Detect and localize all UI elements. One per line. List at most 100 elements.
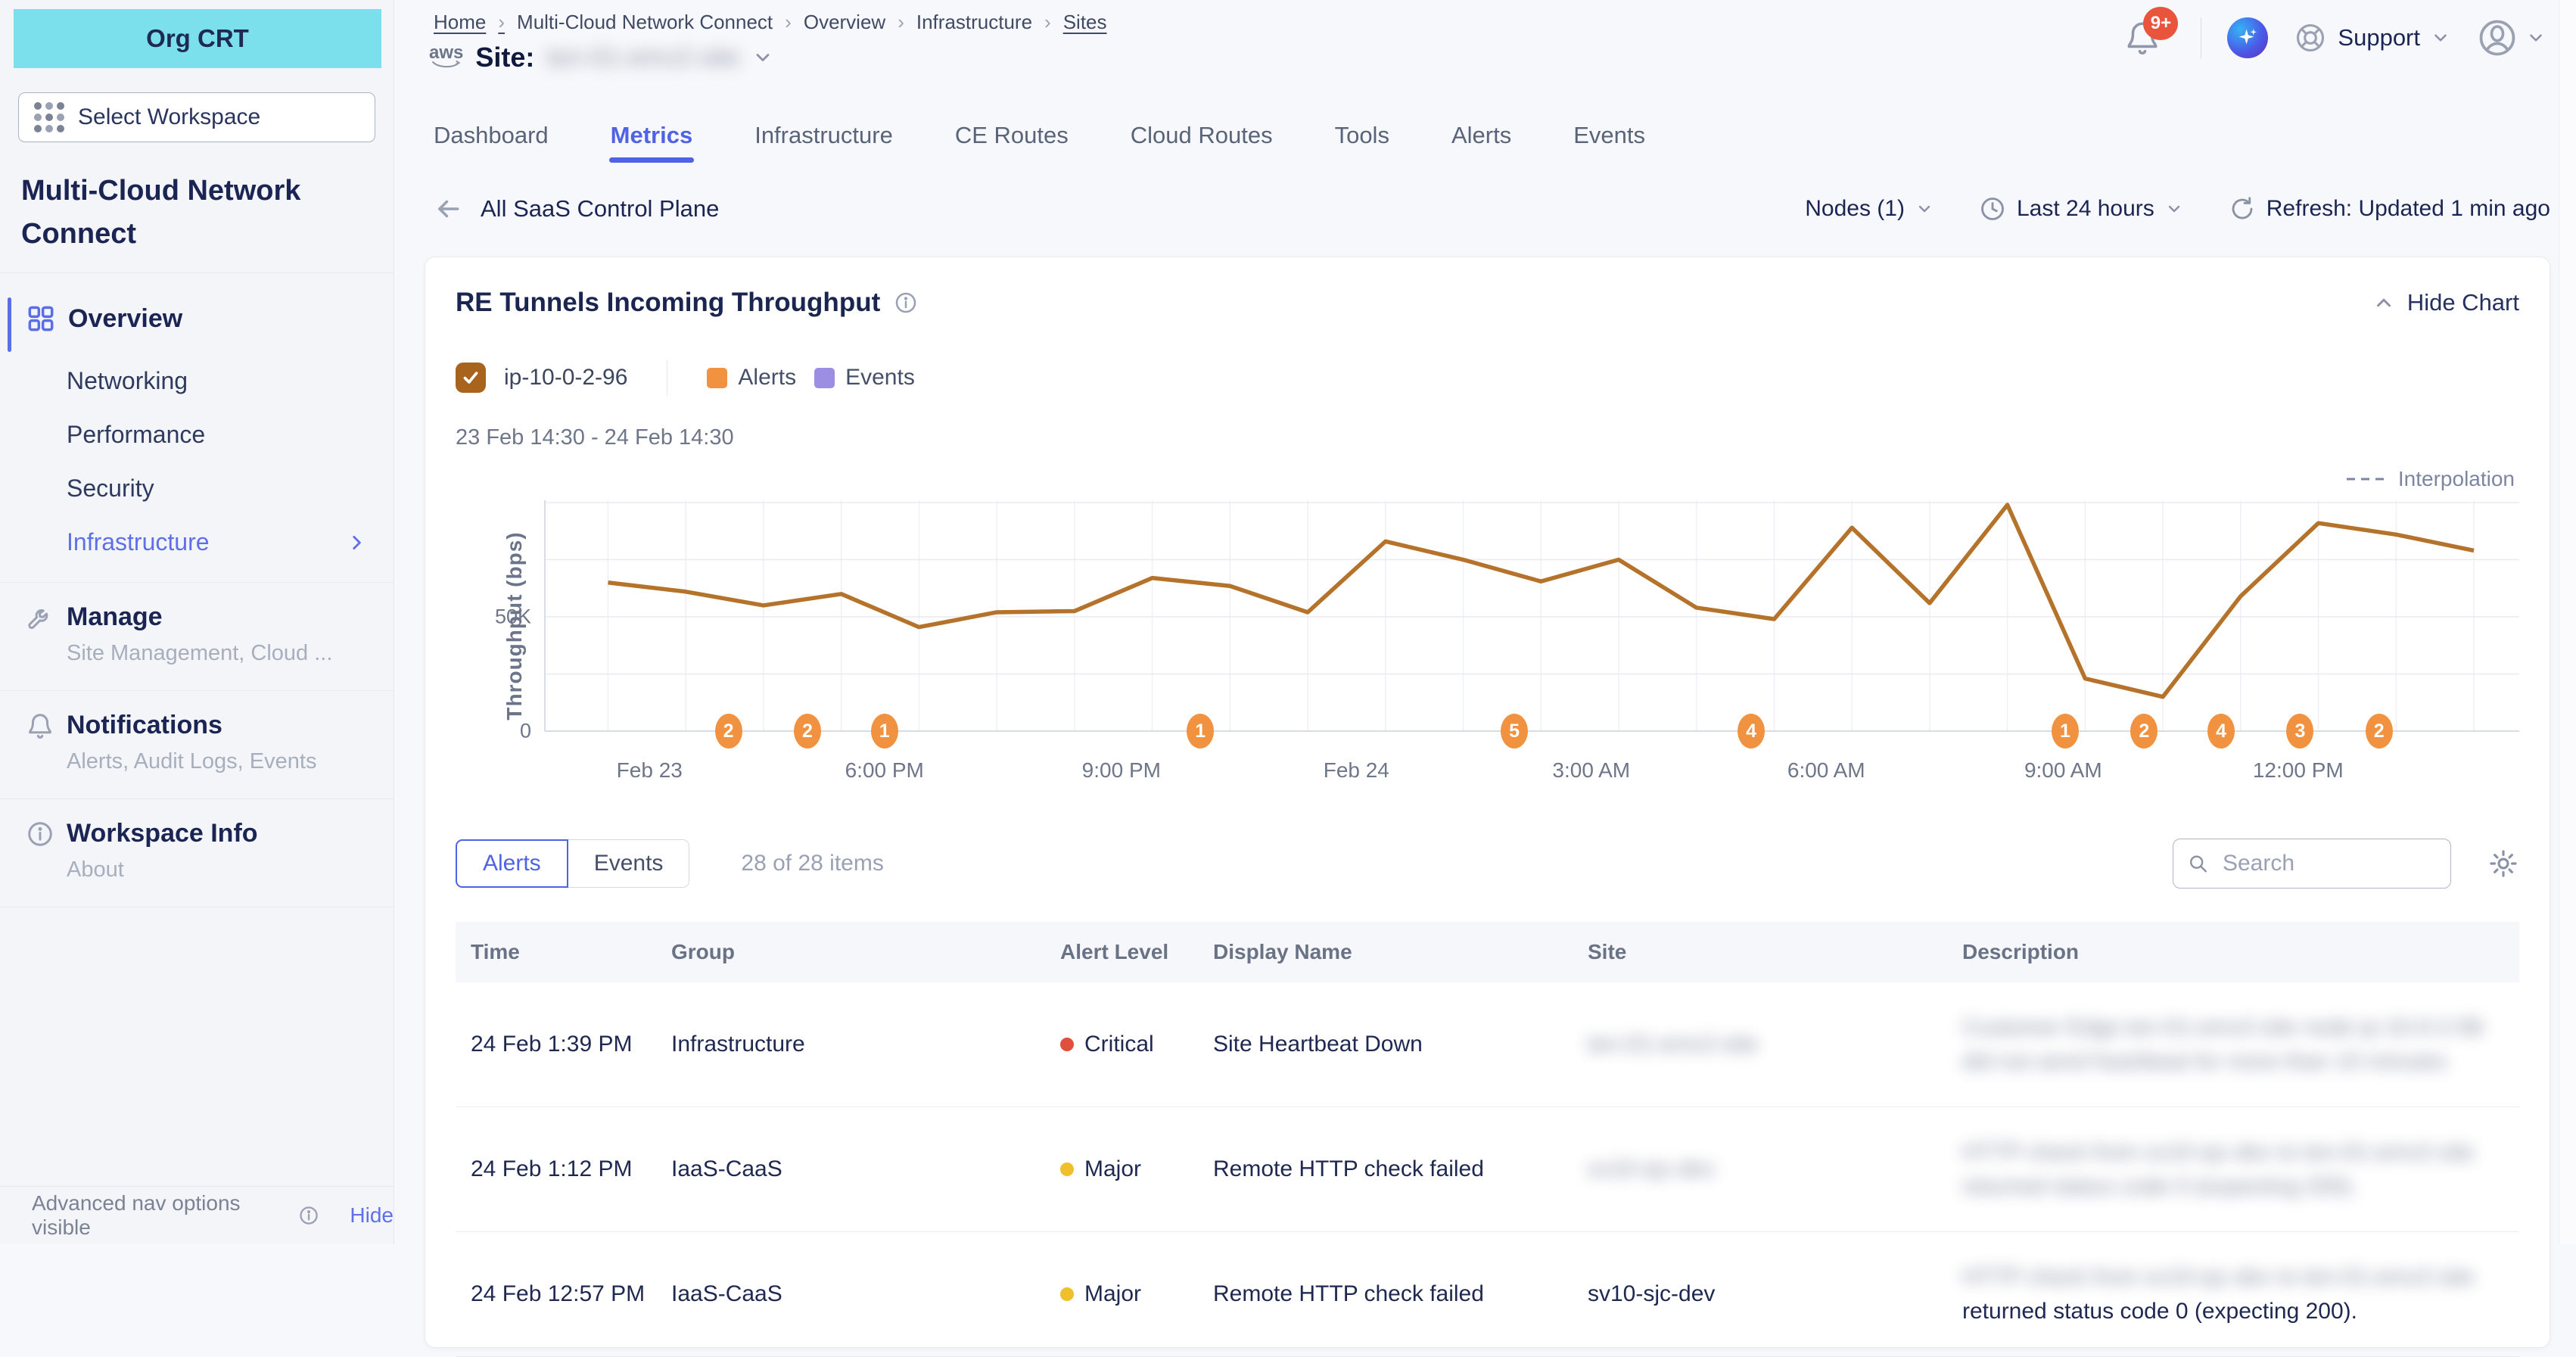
alert-level-text: Major bbox=[1084, 1156, 1141, 1182]
page-scrollbar[interactable] bbox=[2559, 0, 2576, 1244]
cell-site: sv10-sjc-dev bbox=[1573, 1232, 1947, 1357]
alert-count-badge[interactable]: 4 bbox=[1738, 714, 1765, 749]
table-row[interactable]: 24 Feb 1:39 PM Infrastructure Critical S… bbox=[456, 982, 2519, 1107]
alert-count-badge[interactable]: 1 bbox=[1187, 714, 1214, 749]
sidebar-section-workspace-info[interactable]: Workspace Info About bbox=[0, 798, 394, 907]
events-toggle-button[interactable]: Events bbox=[568, 839, 690, 888]
breadcrumb-item[interactable]: Sites bbox=[1063, 11, 1107, 34]
ai-assistant-button[interactable] bbox=[2227, 17, 2268, 58]
site-name-redacted[interactable]: ten-01-emv2-site bbox=[546, 43, 739, 73]
table-header-row: Time Group Alert Level Display Name Site… bbox=[456, 922, 2519, 982]
table-row[interactable]: 24 Feb 12:57 PM IaaS-CaaS Major Remote H… bbox=[456, 1232, 2519, 1357]
back-navigation[interactable]: All SaaS Control Plane bbox=[434, 195, 719, 223]
chevron-down-icon[interactable] bbox=[752, 47, 773, 68]
col-group[interactable]: Group bbox=[656, 922, 1045, 982]
col-display-name[interactable]: Display Name bbox=[1198, 922, 1573, 982]
user-menu[interactable] bbox=[2476, 17, 2546, 59]
table-row[interactable]: 24 Feb 1:12 PM IaaS-CaaS Major Remote HT… bbox=[456, 1107, 2519, 1232]
chart-date-range: 23 Feb 14:30 - 24 Feb 14:30 bbox=[456, 425, 2519, 450]
series-checkbox[interactable] bbox=[456, 363, 486, 393]
col-time[interactable]: Time bbox=[456, 922, 656, 982]
cell-site: sv10-sjc-dev bbox=[1573, 1107, 1947, 1232]
clock-icon bbox=[1979, 195, 2006, 223]
time-range-dropdown[interactable]: Last 24 hours bbox=[1979, 195, 2183, 223]
nodes-dropdown[interactable]: Nodes (1) bbox=[1805, 196, 1934, 222]
chevron-down-icon bbox=[2165, 200, 2183, 218]
metrics-card: RE Tunnels Incoming Throughput Hide Char… bbox=[425, 257, 2550, 1348]
cell-time: 24 Feb 12:57 PM bbox=[456, 1232, 656, 1357]
breadcrumb-item[interactable]: Multi-Cloud Network Connect bbox=[517, 11, 792, 34]
support-menu[interactable]: Support bbox=[2294, 21, 2450, 54]
org-banner[interactable]: Org CRT bbox=[14, 9, 381, 68]
sidebar-footer: Advanced nav options visible Hide bbox=[0, 1186, 394, 1244]
select-workspace-button[interactable]: Select Workspace bbox=[18, 92, 375, 142]
col-alert-level[interactable]: Alert Level bbox=[1045, 922, 1198, 982]
breadcrumb-item[interactable]: Infrastructure bbox=[916, 11, 1051, 34]
search-icon bbox=[2187, 851, 2209, 876]
alert-count-badge[interactable]: 1 bbox=[871, 714, 898, 749]
sidebar-item-overview[interactable]: Overview bbox=[0, 296, 394, 341]
time-range-label: Last 24 hours bbox=[2017, 196, 2154, 222]
tab[interactable]: Infrastructure bbox=[753, 122, 894, 163]
alerts-toggle-button[interactable]: Alerts bbox=[456, 839, 568, 888]
tab[interactable]: Tools bbox=[1333, 122, 1391, 163]
tab[interactable]: CE Routes bbox=[954, 122, 1070, 163]
hide-nav-link[interactable]: Hide bbox=[350, 1203, 394, 1228]
sidebar-subitem-label: Infrastructure bbox=[67, 528, 210, 556]
alert-count-badge[interactable]: 4 bbox=[2207, 714, 2235, 749]
sidebar-subitem[interactable]: Networking bbox=[0, 367, 394, 395]
breadcrumb-item[interactable]: Home bbox=[434, 11, 505, 34]
alert-level-dot bbox=[1060, 1038, 1074, 1051]
chart-plot[interactable]: 22115412432 bbox=[545, 500, 2519, 731]
sidebar: Org CRT Select Workspace Multi-Cloud Net… bbox=[0, 0, 394, 1244]
col-description[interactable]: Description bbox=[1947, 922, 2519, 982]
sidebar-section-notifications[interactable]: Notifications Alerts, Audit Logs, Events bbox=[0, 690, 394, 798]
info-circle-icon[interactable] bbox=[894, 291, 918, 315]
notifications-bell-button[interactable]: 9+ bbox=[2123, 19, 2161, 57]
header-actions: 9+ Support bbox=[2123, 17, 2546, 59]
alert-count-badge[interactable]: 5 bbox=[1501, 714, 1528, 749]
main-content: Home Multi-Cloud Network Connect Overvie… bbox=[394, 0, 2576, 1244]
alert-level-text: Major bbox=[1084, 1281, 1141, 1307]
alert-level-dot bbox=[1060, 1162, 1074, 1176]
alert-count-badge[interactable]: 2 bbox=[2130, 714, 2158, 749]
search-input[interactable] bbox=[2221, 850, 2437, 877]
tab[interactable]: Events bbox=[1572, 122, 1647, 163]
search-box[interactable] bbox=[2173, 839, 2451, 889]
info-circle-icon bbox=[298, 1204, 319, 1227]
tab[interactable]: Dashboard bbox=[432, 122, 550, 163]
chevron-down-icon bbox=[1915, 200, 1934, 218]
refresh-button[interactable]: Refresh: Updated 1 min ago bbox=[2229, 195, 2550, 223]
cell-time: 24 Feb 1:39 PM bbox=[456, 982, 656, 1107]
alert-count-badge[interactable]: 2 bbox=[715, 714, 742, 749]
alert-count-badge[interactable]: 1 bbox=[2052, 714, 2079, 749]
alert-count-badge[interactable]: 2 bbox=[794, 714, 821, 749]
sidebar-subitem[interactable]: Security bbox=[0, 475, 394, 503]
sidebar-subitem[interactable]: Performance bbox=[0, 421, 394, 449]
items-count: 28 of 28 items bbox=[741, 851, 883, 876]
legend-label: Events bbox=[845, 365, 915, 391]
tab[interactable]: Alerts bbox=[1450, 122, 1513, 163]
refresh-icon bbox=[2229, 195, 2256, 223]
hide-chart-button[interactable]: Hide Chart bbox=[2372, 289, 2519, 316]
cell-display-name: Site Heartbeat Down bbox=[1198, 982, 1573, 1107]
aws-icon: aws bbox=[429, 45, 463, 70]
alert-count-badge[interactable]: 2 bbox=[2366, 714, 2393, 749]
tab[interactable]: Cloud Routes bbox=[1129, 122, 1274, 163]
alert-count-badge[interactable]: 3 bbox=[2286, 714, 2313, 749]
gear-icon[interactable] bbox=[2487, 848, 2519, 879]
sidebar-subitem[interactable]: Infrastructure bbox=[0, 528, 394, 556]
sidebar-subitem-label: Performance bbox=[67, 421, 205, 449]
sidebar-section-manage[interactable]: Manage Site Management, Cloud ... bbox=[0, 582, 394, 690]
select-workspace-label: Select Workspace bbox=[78, 104, 260, 130]
col-site[interactable]: Site bbox=[1573, 922, 1947, 982]
breadcrumb-item[interactable]: Overview bbox=[804, 11, 904, 34]
notification-count-badge: 9+ bbox=[2143, 7, 2178, 40]
description-line: did not send heartbeat for more than 10 … bbox=[1962, 1044, 2512, 1078]
sidebar-item-subtitle: About bbox=[67, 857, 375, 882]
tab[interactable]: Metrics bbox=[609, 122, 695, 163]
series-name: ip-10-0-2-96 bbox=[504, 365, 627, 391]
alert-level-dot bbox=[1060, 1287, 1074, 1301]
sidebar-subitem-label: Networking bbox=[67, 367, 188, 395]
cell-site: ten-01-emv2-site bbox=[1573, 982, 1947, 1107]
